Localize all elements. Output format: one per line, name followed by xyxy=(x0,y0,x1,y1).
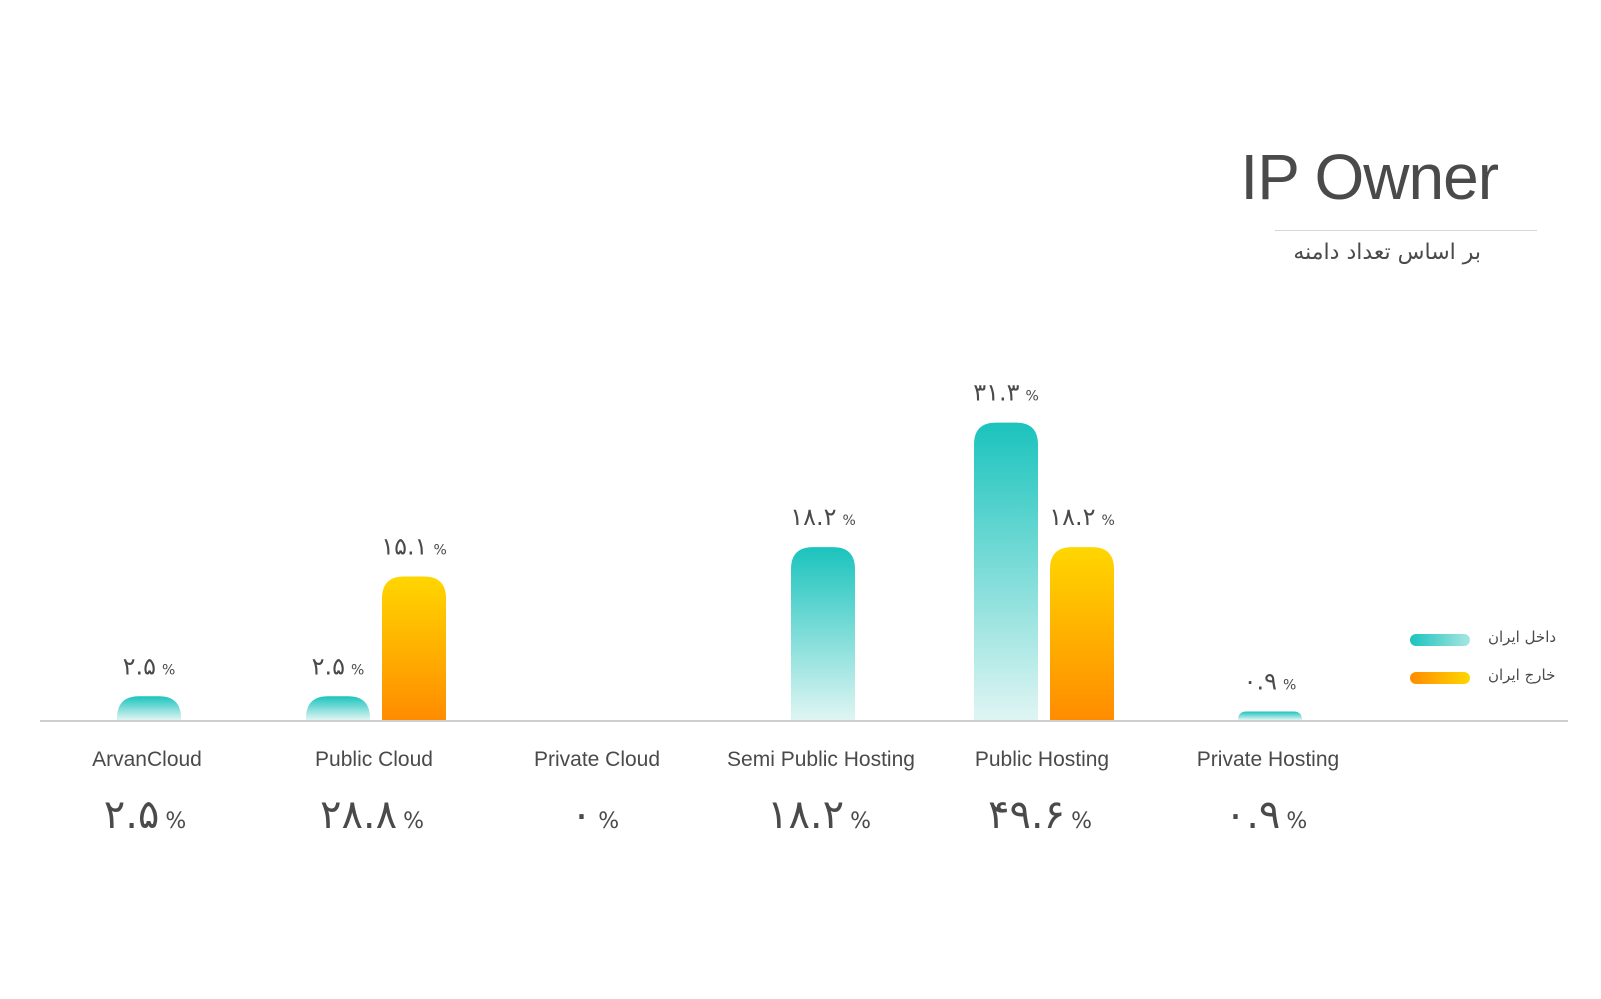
category-total-label: ۱۸.۲% xyxy=(767,792,871,838)
bar-value-label: ۲.۵% xyxy=(312,652,365,680)
labels-layer: ۲.۵ % ArvanCloud ۲.۵ % ۲.۵ % ۱۵.۱ % Public Cloud ۲… xyxy=(92,379,1339,838)
title-divider xyxy=(1275,230,1537,231)
bar-inside xyxy=(791,547,855,720)
legend-swatch-orange xyxy=(1410,672,1470,684)
bar-inside xyxy=(974,422,1038,720)
category-label: Public Hosting xyxy=(975,748,1109,771)
category-label: Private Cloud xyxy=(534,748,660,771)
legend-label: خارج ایران xyxy=(1488,666,1556,684)
bars-layer xyxy=(117,422,1302,720)
category-total-label: ۰.۹% xyxy=(1225,792,1308,838)
category-label: Semi Public Hosting xyxy=(727,748,915,771)
bar-inside xyxy=(117,696,181,720)
category-total-label: ۲۸.۸% xyxy=(320,792,424,838)
bar-value-label: ۰.۹% xyxy=(1244,667,1297,695)
category-total-label: ۲.۵% xyxy=(104,792,187,838)
legend-label: داخل ایران xyxy=(1488,628,1557,646)
bar-value-label: ۲.۵% xyxy=(123,652,176,680)
bar-value-label: ۱۵.۱% xyxy=(381,533,447,561)
legend-swatch-teal xyxy=(1410,634,1470,646)
bar-outside xyxy=(382,576,446,720)
category-label: Private Hosting xyxy=(1197,748,1339,771)
category-label: Public Cloud xyxy=(315,748,433,771)
bar-inside xyxy=(306,696,370,720)
category-total-label: ۰% xyxy=(571,792,619,838)
legend-item-inside-iran: داخل ایران xyxy=(1410,628,1570,652)
legend-item-outside-iran: خارج ایران xyxy=(1410,666,1570,690)
bar-value-label: ۳۱.۳% xyxy=(973,379,1039,407)
category-label: ArvanCloud xyxy=(92,748,202,771)
bar-inside xyxy=(1238,711,1302,720)
bar-value-label: ۱۸.۲% xyxy=(790,503,856,531)
bar-value-label: ۱۸.۲% xyxy=(1049,503,1115,531)
category-total-label: ۴۹.۶% xyxy=(988,792,1092,838)
chart-subtitle: بر اساس تعداد دامنه xyxy=(1293,240,1481,265)
bar-outside xyxy=(1050,547,1114,720)
chart-title: IP Owner xyxy=(1240,141,1499,213)
